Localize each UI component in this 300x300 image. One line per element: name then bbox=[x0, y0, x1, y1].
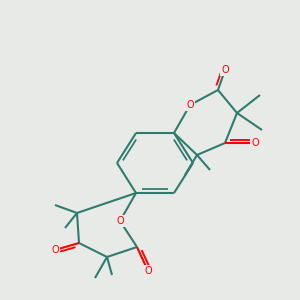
Text: O: O bbox=[221, 65, 229, 75]
Text: O: O bbox=[251, 138, 259, 148]
Text: O: O bbox=[144, 266, 152, 276]
Text: O: O bbox=[51, 245, 59, 255]
Text: O: O bbox=[116, 216, 124, 226]
Text: O: O bbox=[186, 100, 194, 110]
